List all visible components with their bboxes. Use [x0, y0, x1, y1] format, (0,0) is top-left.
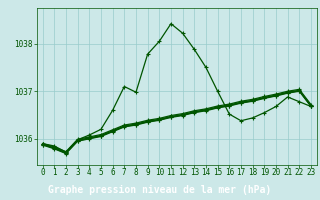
Text: Graphe pression niveau de la mer (hPa): Graphe pression niveau de la mer (hPa) [48, 185, 272, 195]
